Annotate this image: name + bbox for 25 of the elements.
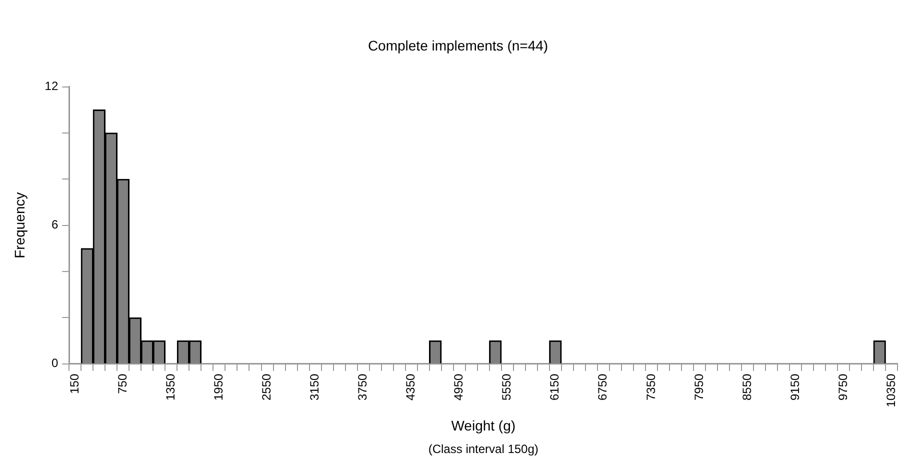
y-axis-title: Frequency (11, 192, 28, 258)
x-tick-label: 6150 (548, 374, 562, 401)
x-tick-label: 7350 (644, 374, 658, 401)
x-tick-label: 3150 (308, 374, 322, 401)
x-tick-label: 9150 (788, 374, 802, 401)
text: (Class interval 150g) (428, 442, 538, 456)
y-tick-label: 12 (44, 79, 58, 94)
x-tick-label: 3750 (356, 374, 370, 401)
x-tick-label: 6750 (596, 374, 610, 401)
x-tick-label: 4350 (404, 374, 418, 401)
y-tick-label: 0 (51, 356, 58, 370)
x-tick-label: 5550 (500, 374, 514, 401)
x-tick-label: 1950 (212, 374, 226, 401)
x-tick-label: 10350 (884, 374, 898, 408)
x-tick-label: 7950 (692, 374, 706, 401)
x-tick-label: 9750 (836, 374, 850, 401)
x-tick-label: 750 (115, 374, 130, 394)
x-tick-label: 4950 (452, 374, 466, 401)
x-tick-label: 150 (67, 374, 82, 394)
chart-title: Complete implements (n=44) (368, 37, 548, 54)
x-tick-label: 8550 (740, 374, 754, 401)
x-tick-label: 2550 (260, 374, 274, 401)
x-axis-title: Weight (g) (451, 417, 516, 434)
x-tick-label: 1350 (164, 374, 178, 401)
y-tick-label: 6 (51, 218, 58, 232)
